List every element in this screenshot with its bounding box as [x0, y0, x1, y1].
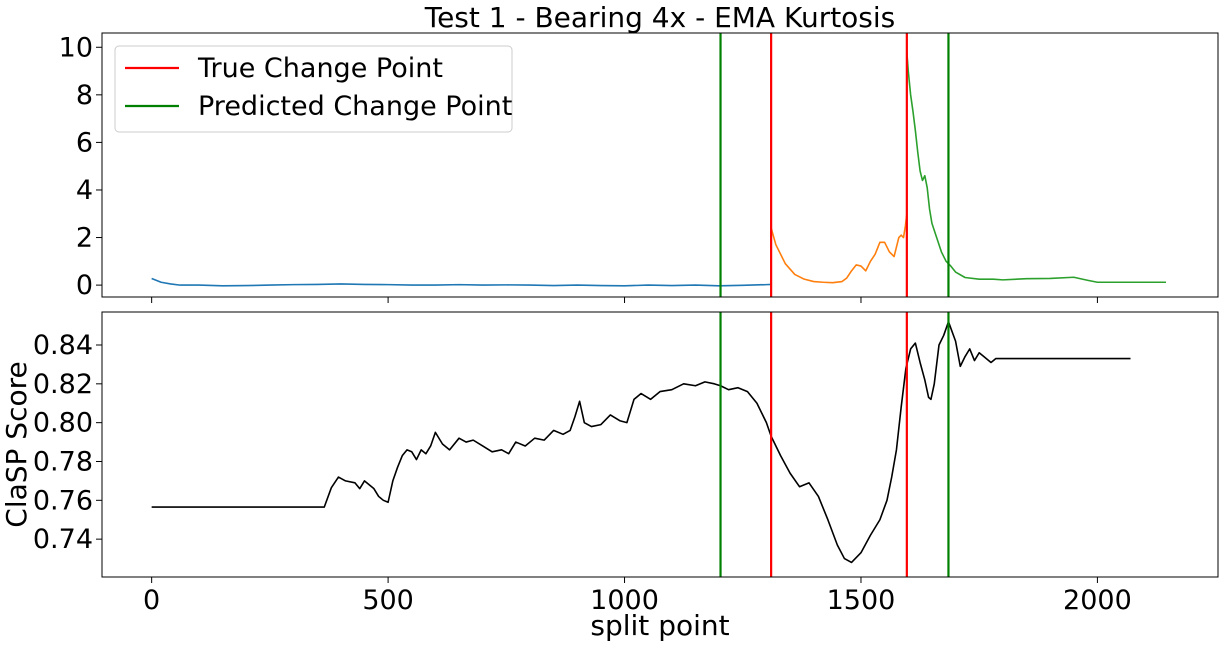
- panel-ema-kurtosis: 0 2 4 6 8 10: [59, 32, 1219, 303]
- x-tick-label: 1500: [827, 585, 896, 616]
- legend-box: [114, 45, 513, 133]
- data-series-line-2: [770, 213, 908, 284]
- y-tick-label: 0.76: [33, 485, 93, 516]
- y-tick-label: 8: [76, 80, 93, 111]
- chart-title: Test 1 - Bearing 4x - EMA Kurtosis: [424, 1, 896, 34]
- y-tick-label: 4: [76, 175, 93, 206]
- legend-label: Predicted Change Point: [198, 91, 512, 122]
- plot-frame: [101, 32, 1219, 298]
- x-tick-label: 500: [362, 585, 414, 616]
- y-tick-label: 0: [76, 270, 93, 301]
- panel-data-group: [151, 51, 1166, 287]
- x-tick-label: 0: [143, 585, 160, 616]
- x-tick-label: 1000: [590, 585, 659, 616]
- y-tick-label: 0.84: [33, 330, 93, 361]
- y-tick-label: 10: [59, 32, 93, 63]
- legend-label: True Change Point: [197, 53, 443, 84]
- plot-frame: [101, 311, 1219, 578]
- x-axis-label: split point: [590, 609, 729, 642]
- legend: True Change Point Predicted Change Point: [114, 45, 513, 133]
- x-tick-label: 2000: [1063, 585, 1132, 616]
- y-tick-label: 0.80: [33, 408, 93, 439]
- data-series-line-3: [906, 51, 1166, 284]
- y-tick-label: 0.78: [33, 446, 93, 477]
- y-tick-label: 2: [76, 223, 93, 254]
- y-tick-label: 0.74: [33, 524, 93, 555]
- data-series-line-1: [151, 320, 1131, 564]
- y-axis-label: ClaSP Score: [0, 361, 33, 527]
- panel-clasp-score: 0.74 0.76 0.78 0.80 0.82 0.84 0 500 1000 1500 2000…: [0, 311, 1219, 616]
- panel-data-group: [151, 320, 1131, 564]
- y-tick-label: 6: [76, 127, 93, 158]
- y-tick-label: 0.82: [33, 369, 93, 400]
- data-series-line-1: [151, 277, 772, 287]
